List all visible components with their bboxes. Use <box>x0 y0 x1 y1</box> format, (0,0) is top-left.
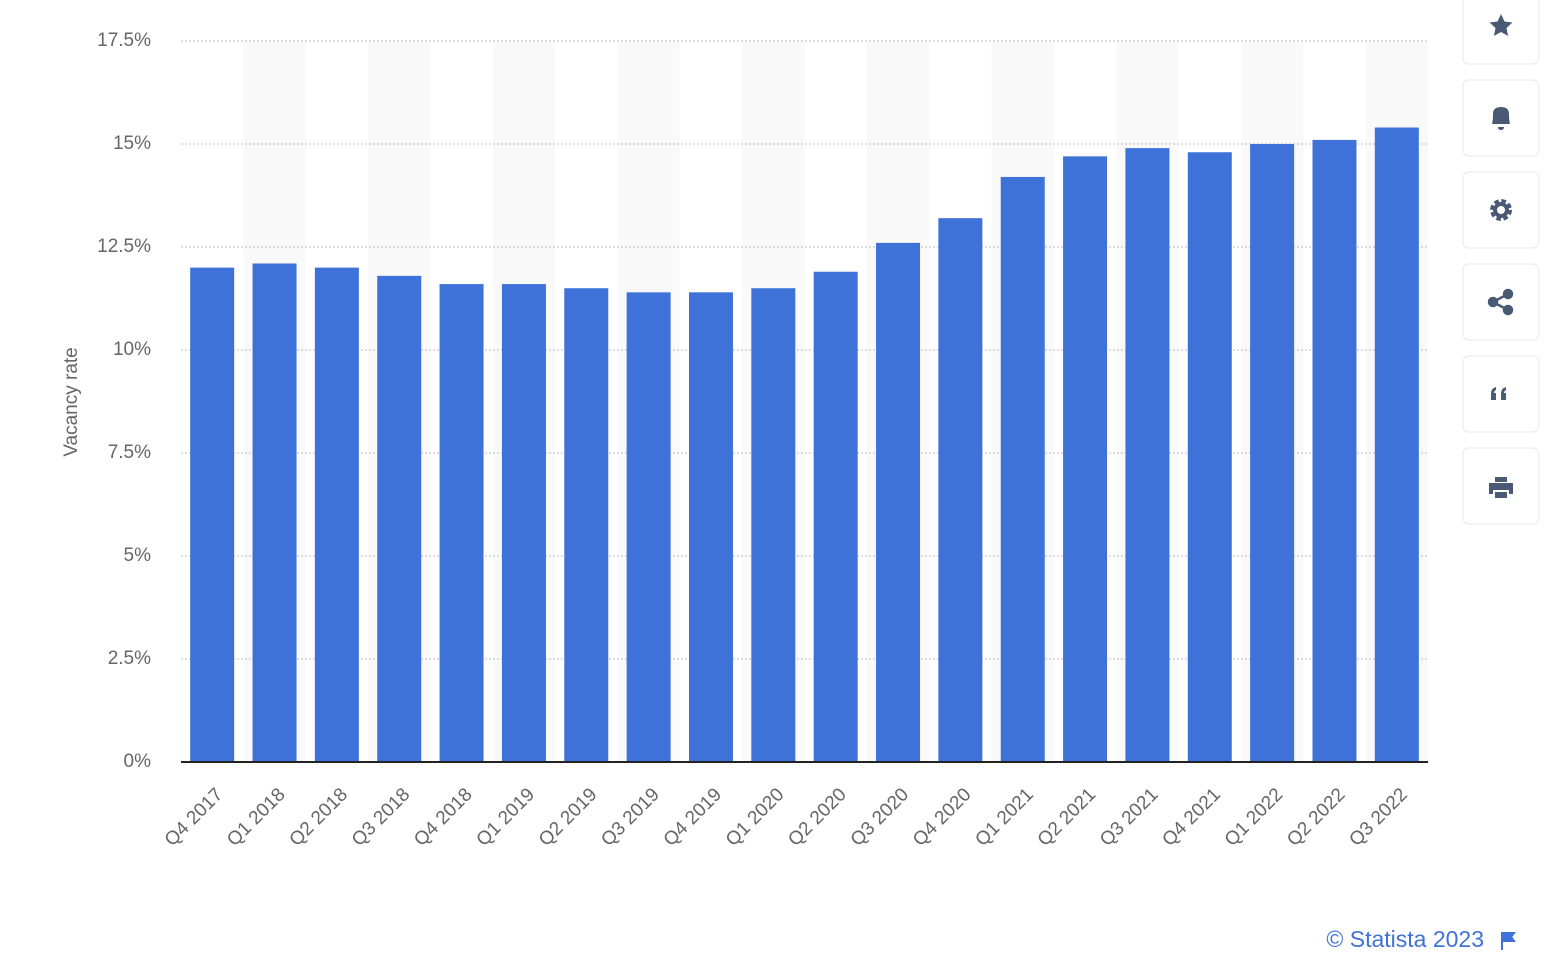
bar <box>190 267 235 762</box>
bar <box>1125 148 1170 762</box>
share-icon <box>1487 288 1514 316</box>
print-icon <box>1489 477 1513 498</box>
y-tick-label: 12.5% <box>97 236 151 257</box>
bar <box>1250 144 1295 762</box>
x-tick-label: Q1 2021 <box>971 784 1037 850</box>
credit[interactable]: © Statista 2023 <box>1326 926 1484 952</box>
x-tick-label: Q2 2022 <box>1283 784 1349 850</box>
bell-icon <box>1492 107 1510 130</box>
bar <box>377 275 422 762</box>
y-tick-label: 10% <box>113 339 151 360</box>
bar <box>938 218 983 762</box>
bar <box>1312 139 1357 762</box>
y-tick-label: 17.5% <box>97 30 151 51</box>
bar <box>876 242 921 762</box>
x-tick-label: Q3 2018 <box>348 784 414 850</box>
bar <box>626 292 671 762</box>
y-tick-label: 7.5% <box>108 442 151 463</box>
bar <box>252 263 297 762</box>
bar <box>1374 127 1419 762</box>
y-tick-label: 0% <box>124 751 152 772</box>
star-icon <box>1489 14 1513 36</box>
x-tick-label: Q4 2019 <box>660 784 726 850</box>
settings-button[interactable] <box>1462 171 1540 249</box>
bar <box>439 284 484 762</box>
x-tick-label: Q3 2021 <box>1096 784 1162 850</box>
x-tick-label: Q1 2020 <box>722 784 788 850</box>
bar <box>688 292 733 762</box>
bar <box>1000 176 1045 762</box>
bar <box>1063 156 1108 763</box>
x-tick-label: Q1 2019 <box>473 784 539 850</box>
y-tick-label: 2.5% <box>108 648 151 669</box>
x-tick-label: Q3 2020 <box>847 784 913 850</box>
quote-icon <box>1491 387 1506 400</box>
gear-icon-core <box>1493 202 1509 218</box>
x-tick-label: Q2 2019 <box>535 784 601 850</box>
bar <box>314 267 359 762</box>
x-tick-label: Q2 2018 <box>286 784 352 850</box>
x-tick-label: Q4 2021 <box>1158 784 1224 850</box>
bar <box>501 284 546 762</box>
sidebar <box>1462 0 1540 525</box>
bar <box>1187 152 1232 763</box>
y-tick-label: 5% <box>124 545 152 566</box>
flag-icon[interactable] <box>1501 932 1516 950</box>
x-tick-label: Q1 2018 <box>223 784 289 850</box>
x-tick-label: Q4 2017 <box>161 784 227 850</box>
x-tick-label: Q2 2020 <box>784 784 850 850</box>
bar <box>813 271 858 762</box>
y-tick-label: 15% <box>113 133 151 154</box>
x-tick-label: Q1 2022 <box>1221 784 1287 850</box>
x-tick-label: Q4 2018 <box>410 784 476 850</box>
bar <box>751 288 796 762</box>
x-tick-label: Q4 2020 <box>909 784 975 850</box>
x-tick-label: Q3 2022 <box>1346 784 1412 850</box>
y-axis-label: Vacancy rate <box>61 347 82 456</box>
bar <box>564 288 609 762</box>
x-tick-label: Q2 2021 <box>1034 784 1100 850</box>
share-button[interactable] <box>1462 263 1540 341</box>
x-tick-label: Q3 2019 <box>597 784 663 850</box>
